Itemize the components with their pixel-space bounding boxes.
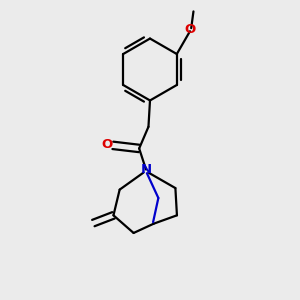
- Text: N: N: [140, 163, 152, 176]
- Text: O: O: [184, 23, 196, 36]
- Text: O: O: [102, 138, 113, 151]
